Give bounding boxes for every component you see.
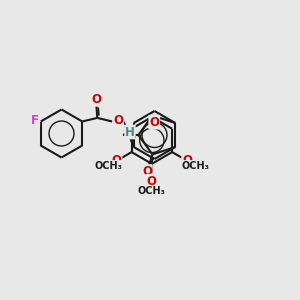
Text: OCH₃: OCH₃: [182, 160, 209, 171]
Text: OCH₃: OCH₃: [94, 160, 122, 171]
Text: F: F: [31, 113, 39, 127]
Text: O: O: [182, 154, 192, 167]
Text: O: O: [112, 154, 122, 167]
Text: O: O: [149, 116, 159, 129]
Text: H: H: [125, 125, 135, 139]
Text: O: O: [142, 165, 152, 178]
Text: O: O: [113, 114, 123, 128]
Text: O: O: [92, 93, 101, 106]
Text: O: O: [147, 175, 157, 188]
Text: OCH₃: OCH₃: [138, 186, 166, 196]
